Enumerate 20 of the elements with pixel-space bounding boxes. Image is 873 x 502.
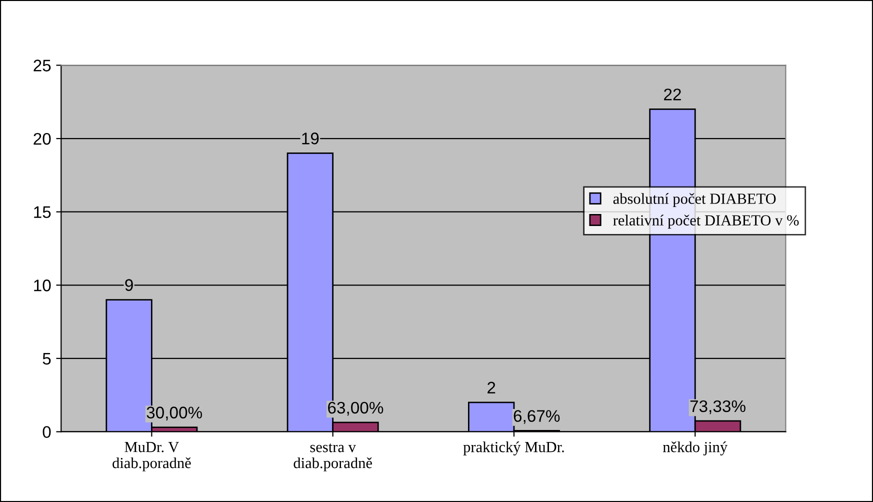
data-label: 30,00% [146,406,202,420]
x-tick-label: sestra v diab.poradně [294,443,372,472]
y-tick-label: 5 [42,353,51,365]
data-label: 22 [664,88,681,100]
y-tick-label: 15 [34,206,51,218]
legend-label: relativní počet DIABETO v % [613,214,799,229]
y-tick-label: 25 [34,60,51,72]
y-tick-label: 10 [34,280,51,292]
x-tick-label: někdo jiný [663,441,728,456]
legend-label: absolutní počet DIABETO [613,193,776,208]
data-label: 63,00% [328,402,384,416]
data-label: 9 [125,279,133,291]
x-tick-label: MuDr. V diab.poradně [112,442,191,472]
x-tick-label: praktický MuDr. [463,441,564,456]
data-label: 73,33% [690,400,746,414]
data-label: 19 [302,132,319,144]
y-tick-label: 0 [42,426,51,438]
data-label: 6,67% [514,410,560,424]
data-label: 2 [488,382,496,394]
y-tick-label: 20 [34,132,51,145]
